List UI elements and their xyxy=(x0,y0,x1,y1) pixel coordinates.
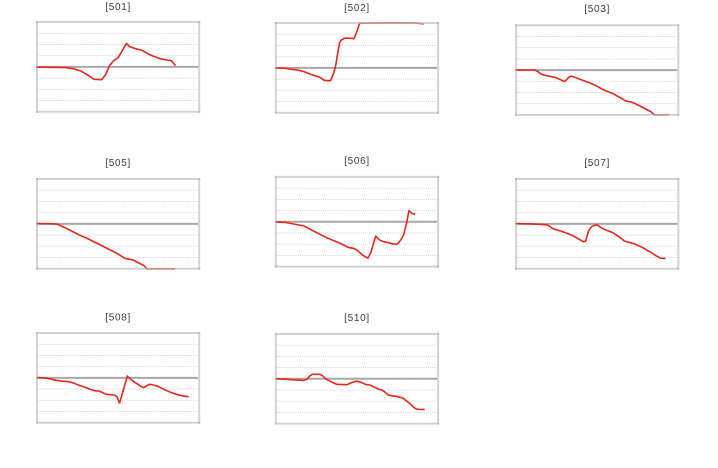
svg-text:[502]: [502] xyxy=(344,3,370,14)
svg-text:[503]: [503] xyxy=(584,4,610,15)
svg-text:[501]: [501] xyxy=(105,2,131,13)
svg-text:[510]: [510] xyxy=(344,313,370,324)
svg-text:[505]: [505] xyxy=(105,158,131,169)
svg-text:[506]: [506] xyxy=(344,156,370,167)
svg-text:[507]: [507] xyxy=(584,158,610,169)
svg-text:[508]: [508] xyxy=(105,312,131,323)
